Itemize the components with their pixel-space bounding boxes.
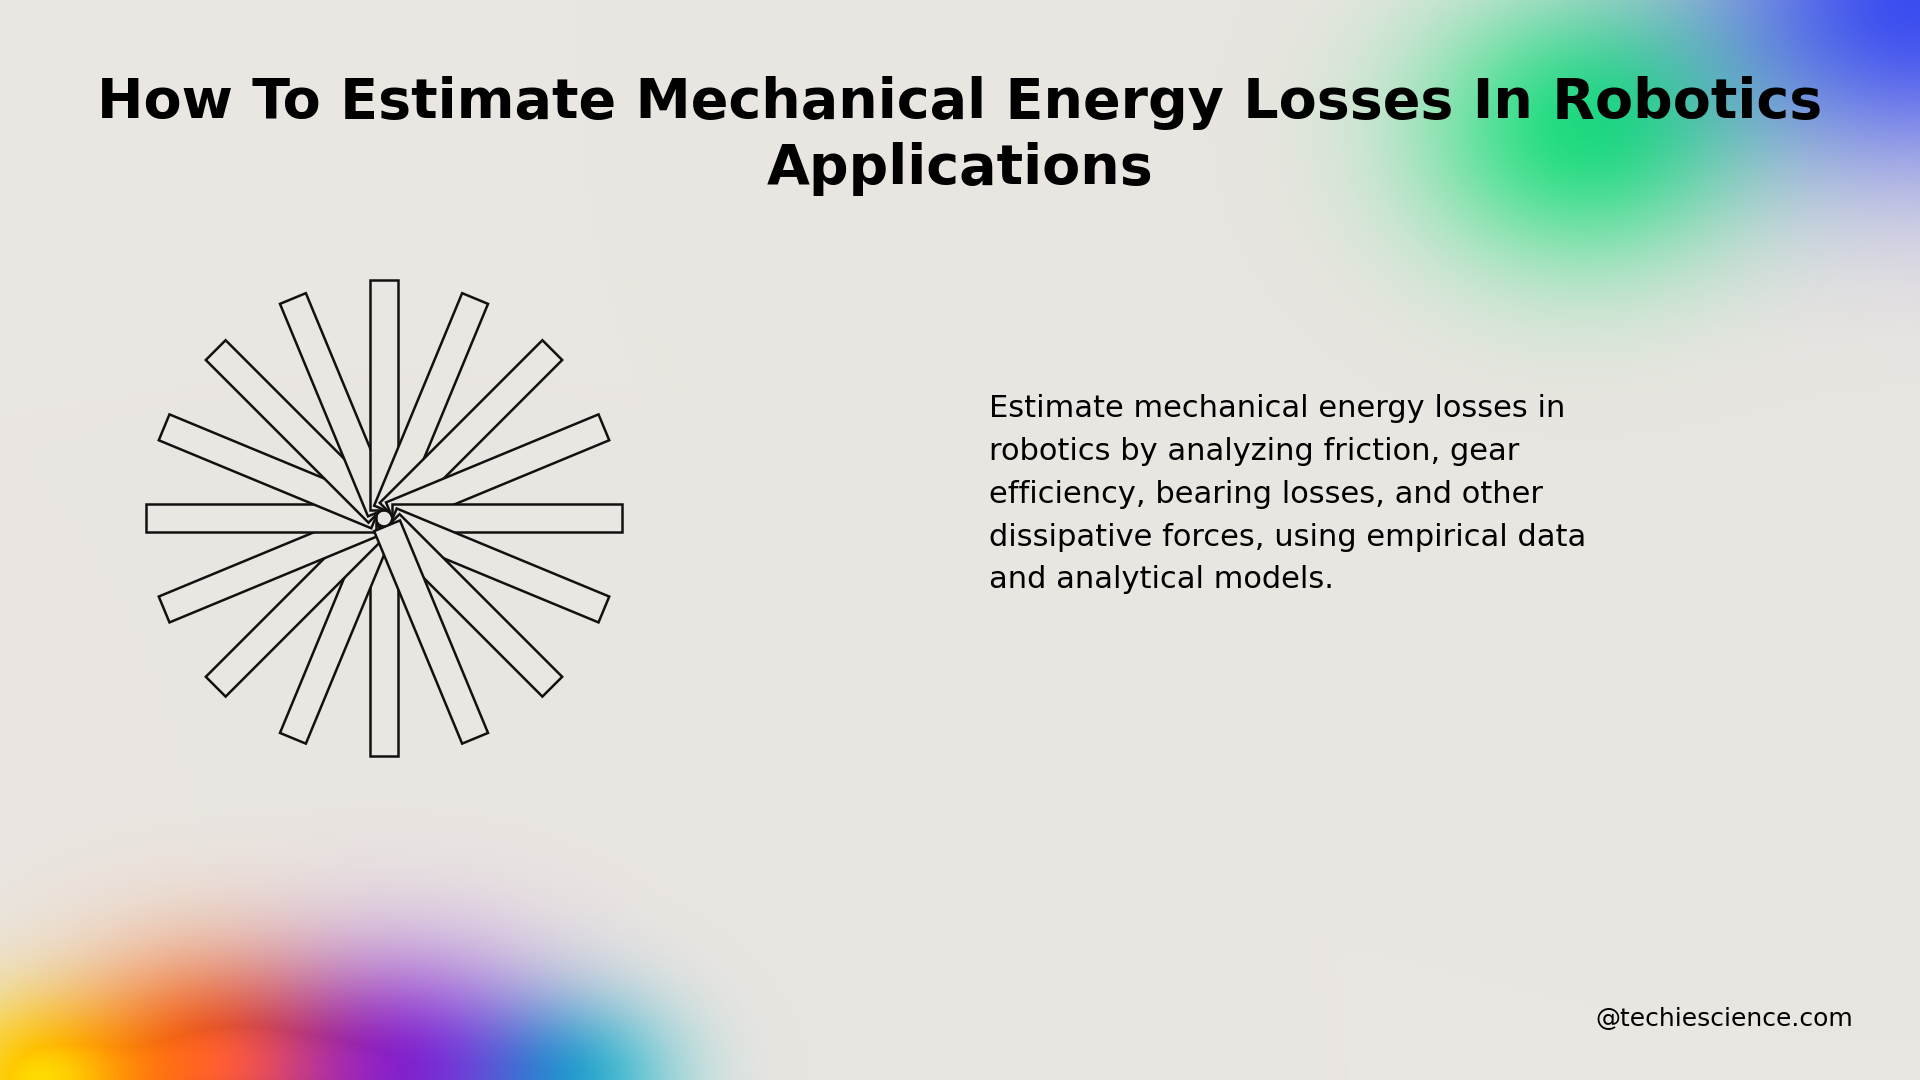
Polygon shape — [386, 415, 609, 528]
Polygon shape — [371, 281, 397, 511]
Polygon shape — [380, 514, 563, 697]
Polygon shape — [386, 509, 609, 622]
Text: Estimate mechanical energy losses in
robotics by analyzing friction, gear
effici: Estimate mechanical energy losses in rob… — [989, 394, 1586, 594]
Polygon shape — [380, 340, 563, 523]
Polygon shape — [280, 293, 394, 516]
Polygon shape — [146, 504, 376, 532]
Polygon shape — [205, 514, 388, 697]
Polygon shape — [371, 526, 397, 756]
Polygon shape — [374, 293, 488, 516]
Polygon shape — [159, 509, 382, 622]
Polygon shape — [392, 504, 622, 532]
Polygon shape — [374, 521, 488, 744]
Polygon shape — [159, 415, 382, 528]
Polygon shape — [205, 340, 388, 523]
Text: How To Estimate Mechanical Energy Losses In Robotics
Applications: How To Estimate Mechanical Energy Losses… — [98, 76, 1822, 197]
Polygon shape — [280, 521, 394, 744]
Text: @techiescience.com: @techiescience.com — [1596, 1008, 1853, 1031]
